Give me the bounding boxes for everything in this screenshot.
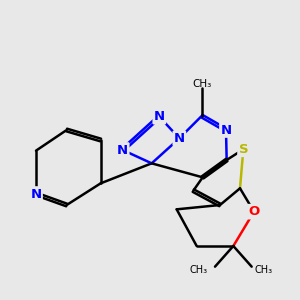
Text: CH₃: CH₃ <box>192 79 211 89</box>
Text: N: N <box>117 143 128 157</box>
Text: CH₃: CH₃ <box>255 265 273 275</box>
Text: N: N <box>174 132 185 145</box>
Text: N: N <box>154 110 165 123</box>
Text: N: N <box>30 188 42 200</box>
Text: CH₃: CH₃ <box>189 265 208 275</box>
Text: N: N <box>220 124 232 136</box>
Text: O: O <box>248 205 260 218</box>
Text: S: S <box>238 143 248 156</box>
